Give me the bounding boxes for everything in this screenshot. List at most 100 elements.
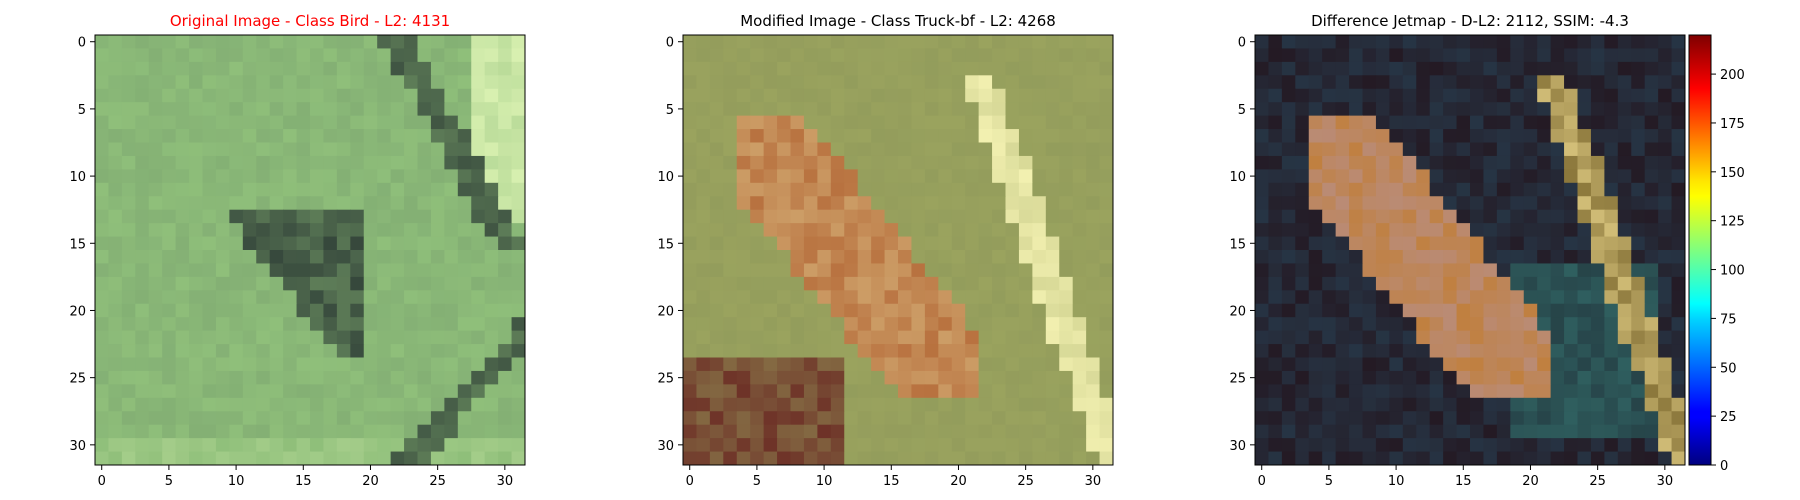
pixel-cell [736,330,751,345]
pixel-cell [363,61,378,76]
pixel-cell [683,290,697,305]
pixel-cell [830,155,845,170]
pixel-cell [1322,129,1337,143]
pixel-cell [683,411,697,426]
pixel-cell [148,102,163,117]
pixel-cell [1658,317,1673,332]
pixel-cell [1523,115,1538,130]
pixel-cell [1402,35,1417,49]
pixel-cell [750,129,765,143]
pixel-cell [1590,61,1605,76]
pixel-cell [884,290,899,305]
pixel-cell [95,142,109,157]
pixel-cell [1456,115,1471,130]
pixel-cell [162,384,177,399]
pixel-cell [1362,223,1377,238]
pixel-cell [215,102,230,117]
pixel-cell [296,129,311,143]
pixel-cell [242,411,257,426]
pixel-cell [1255,438,1269,453]
pixel-cell [750,411,765,426]
pixel-cell [1631,61,1646,76]
pixel-cell [723,223,738,238]
pixel-cell [498,236,513,251]
pixel-cell [1617,129,1632,143]
pixel-cell [336,209,351,224]
pixel-cell [404,102,418,117]
pixel-cell [803,397,818,412]
pixel-cell [1099,451,1114,466]
pixel-cell [938,438,953,453]
pixel-cell [1577,182,1592,197]
pixel-cell [763,250,778,264]
pixel-cell [938,424,953,439]
modified-image-x-axis: 0 5 10 15 20 25 30 [686,465,1101,489]
pixel-cell [390,75,405,90]
pixel-cell [457,169,472,184]
pixel-cell [1577,424,1592,439]
pixel-cell [817,330,832,345]
pixel-cell [1590,344,1605,358]
pixel-cell [1268,102,1283,117]
pixel-cell [1483,155,1498,170]
pixel-cell [121,196,136,211]
pixel-cell [844,223,859,238]
pixel-cell [1456,276,1471,291]
pixel-cell [830,250,845,264]
pixel-cell [1349,424,1363,439]
pixel-cell [390,142,405,157]
pixel-cell [898,169,912,184]
pixel-cell [817,411,832,426]
pixel-cell [884,48,899,63]
pixel-cell [162,357,177,372]
pixel-cell [1550,155,1565,170]
pixel-cell [1402,182,1417,197]
pixel-cell [1523,169,1538,184]
pixel-cell [1072,451,1087,466]
pixel-cell [296,169,311,184]
pixel-cell [95,155,109,170]
pixel-cell [1470,182,1484,197]
pixel-cell [1349,48,1363,63]
pixel-cell [1590,102,1605,117]
pixel-cell [1268,129,1283,143]
pixel-cell [978,263,993,278]
pixel-cell [1059,129,1074,143]
pixel-cell [1018,384,1033,399]
pixel-cell [1099,115,1114,130]
pixel-cell [1658,223,1673,238]
pixel-cell [323,35,338,49]
pixel-cell [857,196,872,211]
pixel-cell [1416,129,1431,143]
pixel-cell [978,115,993,130]
pixel-cell [1375,344,1390,358]
pixel-cell [1550,411,1565,426]
pixel-cell [992,290,1006,305]
pixel-cell [1362,370,1377,385]
pixel-cell [457,357,472,372]
pixel-cell [1086,263,1101,278]
pixel-cell [430,88,445,103]
pixel-cell [992,250,1006,264]
pixel-cell [803,48,818,63]
pixel-cell [1268,290,1283,305]
pixel-cell [1389,250,1404,264]
pixel-cell [1018,330,1033,345]
pixel-cell [871,223,886,238]
pixel-cell [884,330,899,345]
pixel-cell [696,317,711,332]
pixel-cell [1295,370,1310,385]
pixel-cell [1349,344,1363,358]
pixel-cell [283,276,298,291]
pixel-cell [1470,317,1484,332]
pixel-cell [1510,424,1525,439]
pixel-cell [871,115,886,130]
pixel-cell [95,129,109,143]
pixel-cell [1416,303,1431,318]
pixel-cell [296,209,311,224]
pixel-cell [310,290,324,305]
pixel-cell [95,223,109,238]
pixel-cell [1295,48,1310,63]
pixel-cell [1564,75,1578,90]
pixel-cell [457,263,472,278]
